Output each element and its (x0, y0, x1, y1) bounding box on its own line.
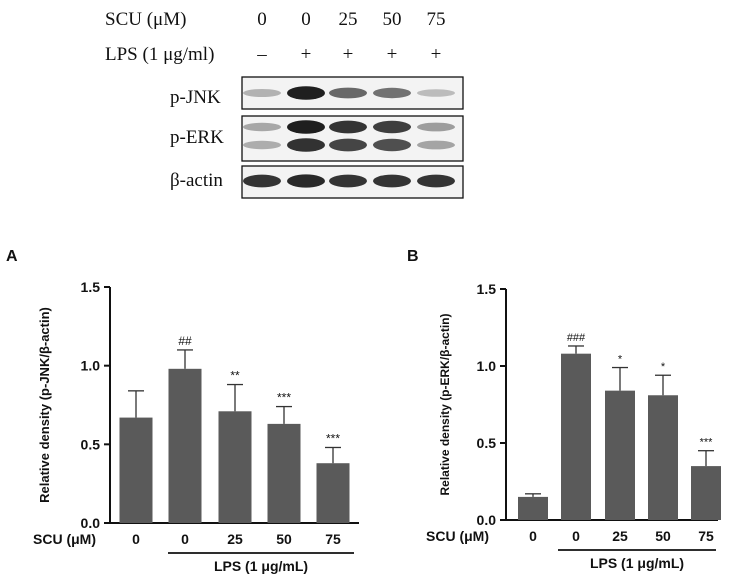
y-tick-label: 1.0 (81, 358, 101, 374)
y-tick-label: 0.0 (81, 515, 101, 531)
blot-band (243, 140, 281, 150)
significance-label: ** (230, 369, 240, 383)
x-tick-label: 0 (132, 531, 140, 547)
x-tick-label: 50 (655, 528, 671, 544)
blot-band (287, 86, 325, 100)
bar (168, 368, 202, 523)
blot-row-label: p-JNK (170, 87, 221, 108)
significance-label: ### (567, 332, 586, 344)
group-label: LPS (1 μg/mL) (214, 558, 308, 574)
x-tick-label: 50 (276, 531, 292, 547)
blot-band (243, 174, 281, 188)
bar (605, 390, 635, 520)
bar (119, 417, 153, 523)
significance-label: *** (700, 437, 714, 449)
y-axis-label: Relative density (p-ERK/β-actin) (438, 313, 452, 495)
blot-band (417, 174, 455, 188)
blot-band (243, 89, 281, 97)
y-axis-label: Relative density (p-JNK/β-actin) (37, 307, 52, 503)
blot-band (287, 120, 325, 134)
blot-row-label: β-actin (170, 170, 223, 191)
y-tick-label: 1.5 (477, 281, 497, 297)
panel-letter: B (407, 248, 419, 265)
x-tick-label: 0 (181, 531, 189, 547)
bar (561, 353, 591, 520)
bar (518, 496, 548, 520)
scu-value: 50 (383, 9, 402, 30)
scu-value: 0 (301, 9, 311, 30)
y-tick-label: 0.5 (477, 435, 497, 451)
group-label: LPS (1 μg/mL) (590, 555, 684, 571)
lps-label: LPS (1 μg/ml) (105, 44, 214, 65)
significance-label: *** (326, 431, 340, 445)
lps-value: + (387, 44, 398, 65)
blot-band (373, 138, 411, 152)
x-tick-label: 75 (325, 531, 341, 547)
lps-value: + (343, 44, 354, 65)
lps-value: + (431, 44, 442, 65)
scu-label: SCU (μM) (105, 9, 186, 30)
lps-value: – (256, 44, 267, 65)
chart-panel-b: B Relative density (p-ERK/β-actin) 0.0 0.5 1… (407, 248, 721, 571)
x-tick-label: 75 (698, 528, 714, 544)
significance-label: * (618, 354, 623, 366)
scu-value: 25 (339, 9, 358, 30)
blot-band (417, 89, 455, 97)
blot-band (373, 174, 411, 188)
x-tick-label: 25 (612, 528, 628, 544)
y-tick-label: 0.0 (477, 512, 497, 528)
blot-band (287, 174, 325, 188)
x-tick-label: 0 (529, 528, 537, 544)
lps-value: + (301, 44, 312, 65)
significance-label: * (661, 361, 666, 373)
blot-band (417, 122, 455, 132)
bar (267, 423, 301, 523)
blot-band (373, 87, 411, 99)
blot-band (373, 120, 411, 134)
y-tick-label: 1.5 (81, 279, 101, 295)
blot-band (287, 138, 325, 152)
blot-band (329, 138, 367, 152)
blot-row-label: p-ERK (170, 127, 224, 148)
x-tick-label: 0 (572, 528, 580, 544)
blot-band (329, 87, 367, 99)
scu-value: 75 (427, 9, 446, 30)
blot-band (329, 174, 367, 188)
bar (648, 395, 678, 520)
bar (691, 466, 721, 520)
x-row-label: SCU (μM) (426, 528, 489, 544)
significance-label: *** (277, 391, 291, 405)
bar (316, 463, 350, 523)
scu-value: 0 (257, 9, 267, 30)
panel-letter: A (6, 248, 18, 265)
y-tick-label: 0.5 (81, 436, 101, 452)
x-tick-label: 25 (227, 531, 243, 547)
blot-band (329, 120, 367, 134)
blot-band (417, 140, 455, 150)
x-row-label: SCU (μM) (33, 531, 96, 547)
bar (218, 411, 252, 523)
chart-panel-a: A Relative density (p-JNK/β-actin) 0.0 0.5 1… (6, 248, 359, 574)
western-blot-panel: SCU (μM) LPS (1 μg/ml) 0 0 25 50 75 – + + + + p-JN… (105, 9, 464, 199)
y-tick-label: 1.0 (477, 358, 497, 374)
significance-label: ## (178, 334, 192, 348)
blot-band (243, 122, 281, 132)
